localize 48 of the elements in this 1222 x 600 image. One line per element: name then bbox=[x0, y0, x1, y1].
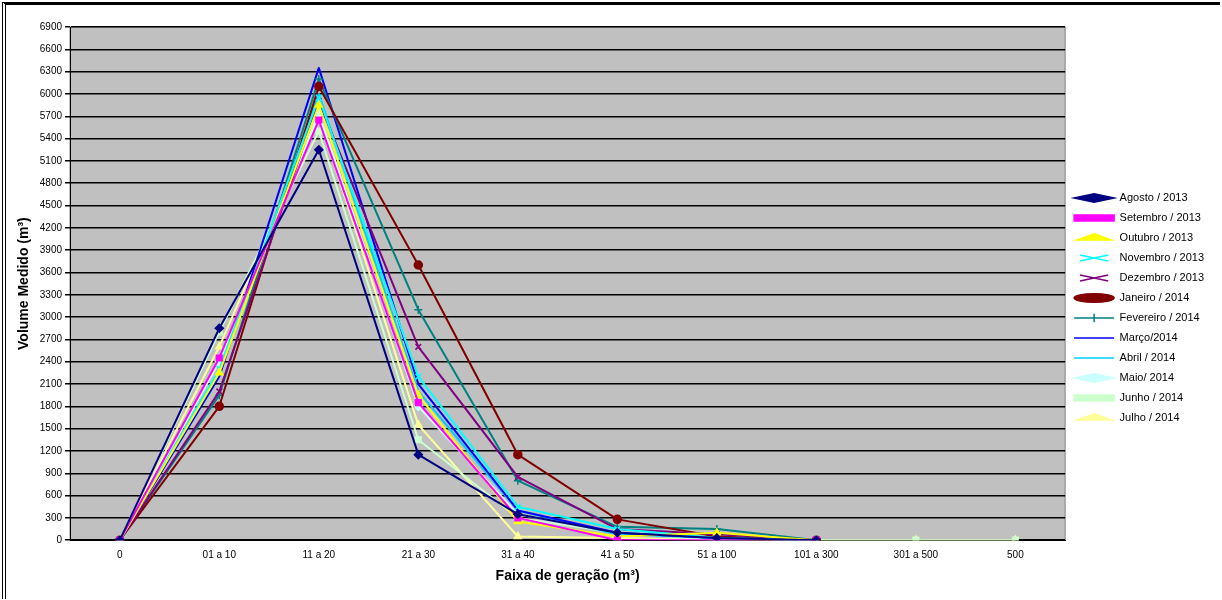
y-tick-label: 6300 bbox=[39, 65, 63, 77]
legend-label: Junho / 2014 bbox=[1119, 391, 1184, 404]
y-tick-label: 4800 bbox=[39, 176, 63, 188]
y-tick-label: 3000 bbox=[39, 310, 63, 322]
y-tick-label: 0 bbox=[56, 533, 63, 545]
legend-label: Setembro / 2013 bbox=[1119, 211, 1201, 224]
y-tick-label: 1800 bbox=[39, 400, 63, 412]
x-tick-label: 51 a 100 bbox=[697, 548, 737, 560]
y-tick-label: 5700 bbox=[39, 110, 63, 121]
y-tick-label: 6900 bbox=[39, 20, 63, 32]
y-tick-label: 3900 bbox=[39, 243, 63, 255]
legend-label: Março/2014 bbox=[1119, 331, 1178, 344]
y-tick-label: 2700 bbox=[39, 333, 63, 345]
legend-label: Julho / 2014 bbox=[1119, 411, 1180, 424]
x-tick-label: 31 a 40 bbox=[501, 548, 535, 560]
x-tick-label: 21 a 30 bbox=[401, 548, 436, 560]
legend-label: Abril / 2014 bbox=[1119, 351, 1176, 364]
y-tick-label: 4200 bbox=[39, 221, 63, 233]
x-tick-label: 41 a 50 bbox=[600, 548, 635, 560]
legend-label: Agosto / 2013 bbox=[1119, 191, 1188, 204]
x-tick-label: 0 bbox=[117, 548, 124, 560]
legend-label: Novembro / 2013 bbox=[1119, 251, 1205, 264]
legend-label: Janeiro / 2014 bbox=[1119, 291, 1190, 304]
y-tick-label: 600 bbox=[45, 489, 63, 501]
y-axis-title: Volume Medido (m³) bbox=[15, 217, 32, 350]
x-tick-label: 500 bbox=[1007, 548, 1025, 560]
x-axis-title: Faixa de geração (m³) bbox=[495, 567, 640, 584]
y-tick-label: 5100 bbox=[39, 154, 63, 166]
x-tick-label: 11 a 20 bbox=[302, 548, 336, 560]
x-tick-label: 01 a 10 bbox=[202, 548, 237, 560]
y-tick-label: 300 bbox=[45, 511, 63, 523]
y-tick-label: 2400 bbox=[39, 355, 63, 367]
legend-label: Outubro / 2013 bbox=[1119, 231, 1194, 244]
y-tick-label: 3600 bbox=[39, 266, 63, 278]
y-tick-label: 1500 bbox=[39, 422, 63, 434]
y-tick-label: 2100 bbox=[39, 377, 63, 389]
y-tick-label: 4500 bbox=[39, 199, 63, 211]
y-tick-label: 1200 bbox=[39, 444, 63, 456]
legend-label: Fevereiro / 2014 bbox=[1119, 311, 1200, 324]
y-tick-label: 5400 bbox=[39, 132, 63, 144]
y-tick-label: 6600 bbox=[39, 43, 63, 55]
y-tick-label: 6000 bbox=[39, 87, 63, 99]
y-tick-label: 900 bbox=[45, 467, 63, 479]
x-tick-label: 101 a 300 bbox=[794, 548, 840, 560]
legend-label: Maio/ 2014 bbox=[1119, 371, 1175, 384]
x-tick-label: 301 a 500 bbox=[893, 548, 939, 560]
legend-label: Dezembro / 2013 bbox=[1119, 271, 1205, 284]
y-tick-label: 3300 bbox=[39, 288, 63, 300]
